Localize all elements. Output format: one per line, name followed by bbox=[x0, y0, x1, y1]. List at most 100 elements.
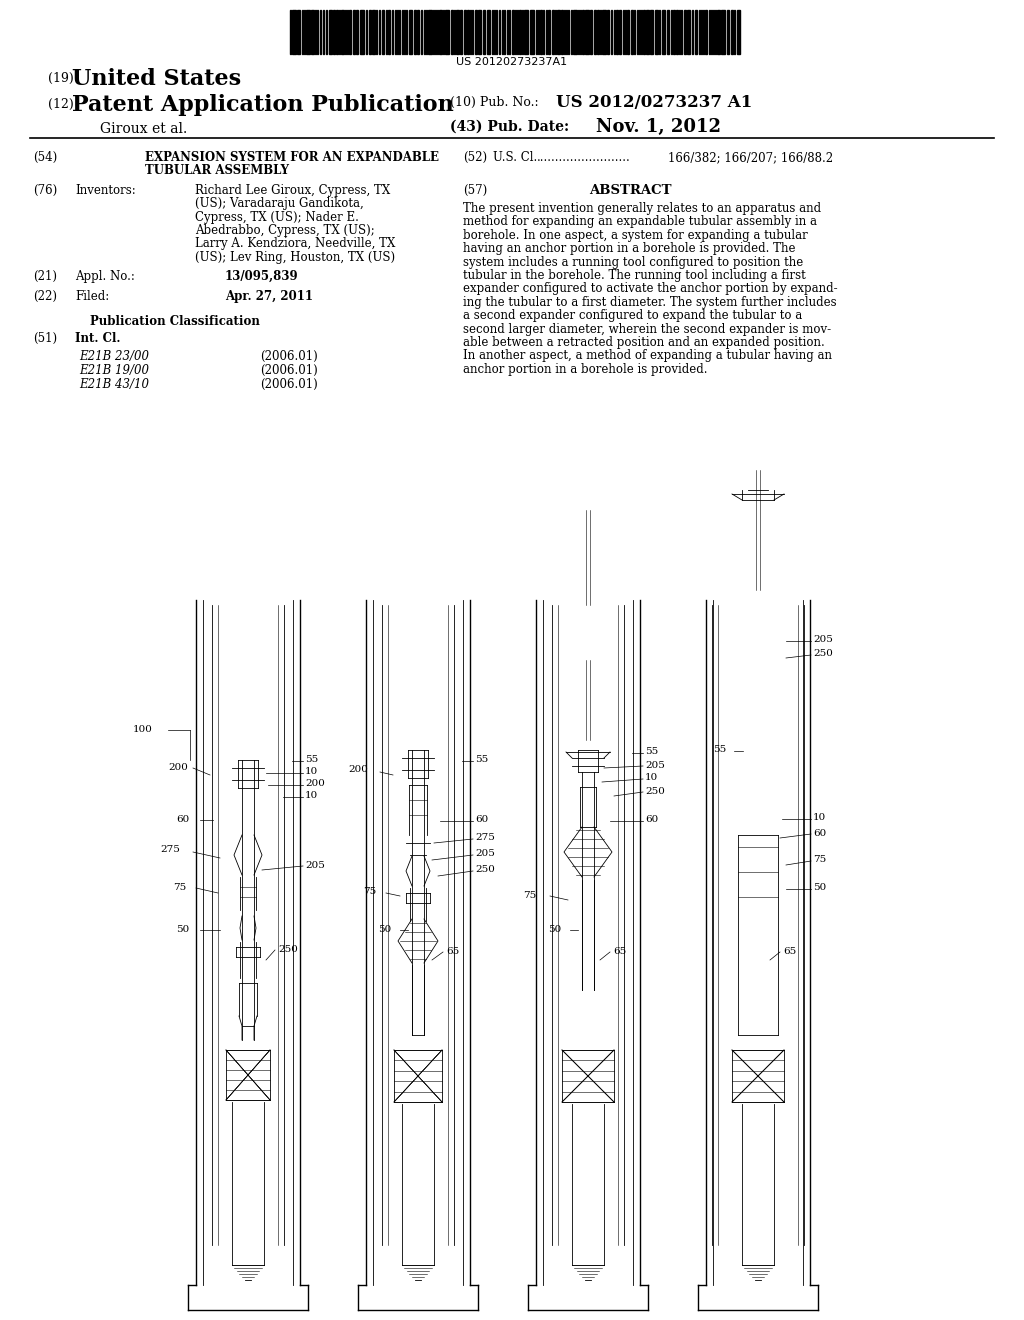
Text: 65: 65 bbox=[446, 948, 459, 957]
Bar bbox=[376, 11, 377, 54]
Bar bbox=[504, 11, 505, 54]
Bar bbox=[655, 11, 657, 54]
Bar bbox=[512, 11, 514, 54]
Bar bbox=[399, 11, 400, 54]
Text: TUBULAR ASSEMBLY: TUBULAR ASSEMBLY bbox=[145, 164, 289, 177]
Text: 75: 75 bbox=[173, 883, 186, 891]
Text: (US); Lev Ring, Houston, TX (US): (US); Lev Ring, Houston, TX (US) bbox=[195, 251, 395, 264]
Bar bbox=[610, 11, 611, 54]
Bar bbox=[703, 11, 705, 54]
Bar bbox=[625, 11, 626, 54]
Text: United States: United States bbox=[72, 69, 241, 90]
Bar bbox=[314, 11, 316, 54]
Text: a second expander configured to expand the tubular to a: a second expander configured to expand t… bbox=[463, 309, 802, 322]
Bar bbox=[369, 11, 371, 54]
Bar bbox=[713, 11, 714, 54]
Text: 60: 60 bbox=[176, 816, 189, 825]
Bar bbox=[302, 11, 303, 54]
Bar bbox=[507, 11, 508, 54]
Bar bbox=[451, 11, 453, 54]
Text: 50: 50 bbox=[378, 925, 391, 935]
Bar bbox=[681, 11, 682, 54]
Text: (2006.01): (2006.01) bbox=[260, 378, 317, 391]
Text: second larger diameter, wherein the second expander is mov-: second larger diameter, wherein the seco… bbox=[463, 322, 831, 335]
Text: 275: 275 bbox=[160, 846, 180, 854]
Bar bbox=[433, 11, 434, 54]
Bar bbox=[515, 11, 516, 54]
Bar bbox=[620, 11, 621, 54]
Bar bbox=[460, 11, 462, 54]
Bar bbox=[578, 11, 580, 54]
Bar bbox=[662, 11, 666, 54]
Bar bbox=[366, 11, 367, 54]
Text: 200: 200 bbox=[305, 780, 325, 788]
Bar bbox=[502, 11, 503, 54]
Text: (2006.01): (2006.01) bbox=[260, 350, 317, 363]
Text: tubular in the borehole. The running tool including a first: tubular in the borehole. The running too… bbox=[463, 269, 806, 282]
Text: (12): (12) bbox=[48, 98, 74, 111]
Bar bbox=[643, 11, 644, 54]
Text: able between a retracted position and an expanded position.: able between a retracted position and an… bbox=[463, 337, 824, 348]
Bar bbox=[627, 11, 630, 54]
Text: 75: 75 bbox=[362, 887, 376, 896]
Bar bbox=[336, 11, 338, 54]
Bar bbox=[530, 11, 534, 54]
Text: 205: 205 bbox=[475, 850, 495, 858]
Bar bbox=[319, 11, 321, 54]
Text: Giroux et al.: Giroux et al. bbox=[100, 121, 187, 136]
Bar bbox=[691, 11, 693, 54]
Bar bbox=[326, 11, 327, 54]
Bar bbox=[639, 11, 640, 54]
Bar bbox=[667, 11, 670, 54]
Text: Larry A. Kendziora, Needville, TX: Larry A. Kendziora, Needville, TX bbox=[195, 238, 395, 251]
Bar bbox=[482, 11, 485, 54]
Text: Inventors:: Inventors: bbox=[75, 183, 136, 197]
Text: E21B 19/00: E21B 19/00 bbox=[79, 364, 150, 378]
Bar bbox=[392, 11, 393, 54]
Bar bbox=[671, 11, 673, 54]
Bar bbox=[613, 11, 615, 54]
Text: In another aspect, a method of expanding a tubular having an: In another aspect, a method of expanding… bbox=[463, 350, 831, 363]
Text: (57): (57) bbox=[463, 183, 487, 197]
Text: 60: 60 bbox=[475, 816, 488, 825]
Bar bbox=[634, 11, 635, 54]
Bar bbox=[457, 11, 459, 54]
Text: 250: 250 bbox=[278, 945, 298, 954]
Bar bbox=[509, 11, 510, 54]
Bar bbox=[573, 11, 577, 54]
Bar bbox=[478, 11, 481, 54]
Bar bbox=[494, 11, 496, 54]
Bar bbox=[401, 11, 403, 54]
Bar bbox=[292, 11, 296, 54]
Bar bbox=[439, 11, 441, 54]
Text: .........................: ......................... bbox=[537, 150, 631, 164]
Text: 200: 200 bbox=[168, 763, 187, 772]
Bar bbox=[715, 11, 717, 54]
Bar bbox=[607, 11, 608, 54]
Bar bbox=[594, 11, 596, 54]
Bar bbox=[557, 11, 560, 54]
Text: 55: 55 bbox=[713, 746, 726, 755]
Text: 50: 50 bbox=[813, 883, 826, 892]
Bar bbox=[600, 11, 601, 54]
Text: 166/382; 166/207; 166/88.2: 166/382; 166/207; 166/88.2 bbox=[668, 150, 834, 164]
Text: 200: 200 bbox=[348, 766, 368, 775]
Bar bbox=[360, 11, 364, 54]
Bar bbox=[372, 11, 375, 54]
Bar bbox=[711, 11, 712, 54]
Bar bbox=[352, 11, 355, 54]
Text: (US); Varadaraju Gandikota,: (US); Varadaraju Gandikota, bbox=[195, 197, 364, 210]
Text: Richard Lee Giroux, Cypress, TX: Richard Lee Giroux, Cypress, TX bbox=[195, 183, 390, 197]
Text: 10: 10 bbox=[305, 792, 318, 800]
Text: The present invention generally relates to an apparatus and: The present invention generally relates … bbox=[463, 202, 821, 215]
Bar bbox=[454, 11, 456, 54]
Text: Abedrabbo, Cypress, TX (US);: Abedrabbo, Cypress, TX (US); bbox=[195, 224, 375, 236]
Text: Appl. No.:: Appl. No.: bbox=[75, 271, 135, 282]
Bar bbox=[623, 11, 624, 54]
Bar bbox=[649, 11, 653, 54]
Text: 250: 250 bbox=[645, 787, 665, 796]
Bar bbox=[602, 11, 606, 54]
Text: (52): (52) bbox=[463, 150, 487, 164]
Text: 65: 65 bbox=[783, 948, 797, 957]
Bar bbox=[311, 11, 313, 54]
